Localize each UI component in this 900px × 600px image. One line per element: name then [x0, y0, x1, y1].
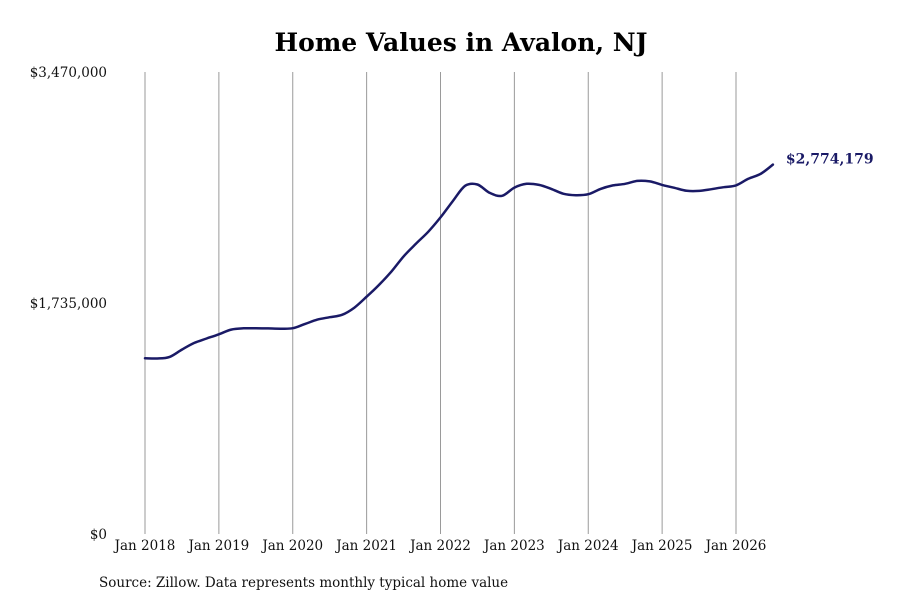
x-tick-label: Jan 2019 — [186, 538, 249, 554]
x-tick-label: Jan 2022 — [408, 538, 471, 554]
x-tick-label: Jan 2025 — [630, 538, 693, 554]
x-tick-label: Jan 2023 — [482, 538, 545, 554]
chart-title: Home Values in Avalon, NJ — [275, 28, 648, 57]
x-tick-label: Jan 2024 — [556, 538, 619, 554]
home-value-series-line — [143, 163, 775, 360]
x-axis-labels: Jan 2018 Jan 2019 Jan 2020 Jan 2021 Jan 2022… — [113, 538, 767, 554]
y-tick-label: $3,470,000 — [30, 65, 107, 81]
grid-lines — [144, 72, 737, 534]
y-tick-label: $0 — [90, 527, 107, 543]
series-layer — [143, 163, 775, 360]
x-tick-label: Jan 2021 — [334, 538, 397, 554]
x-tick-label: Jan 2020 — [260, 538, 323, 554]
x-tick-label: Jan 2018 — [113, 538, 176, 554]
y-tick-label: $1,735,000 — [30, 296, 107, 312]
end-value-label: $2,774,179 — [786, 152, 874, 168]
source-note: Source: Zillow. Data represents monthly … — [99, 575, 508, 591]
y-axis-labels: $0 $1,735,000 $3,470,000 — [30, 65, 107, 543]
x-tick-label: Jan 2026 — [704, 538, 767, 554]
